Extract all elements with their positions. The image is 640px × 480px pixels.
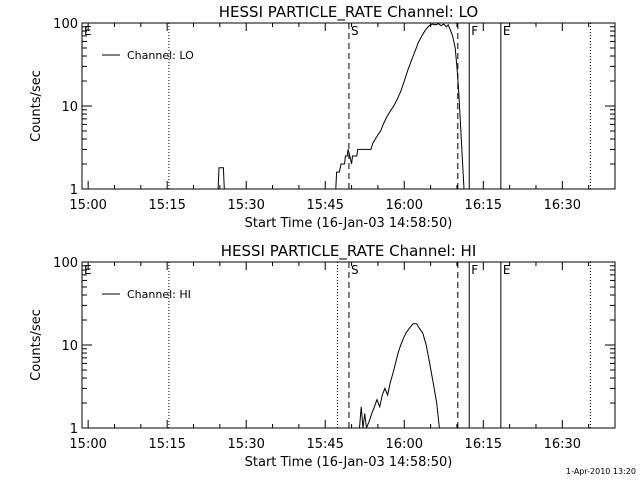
y-tick-label: 10 (61, 100, 78, 115)
x-tick-label: 15:00 (69, 198, 106, 213)
data-line (217, 167, 225, 190)
legend-entry: Channel: HI (127, 288, 191, 301)
time-marker-label: F (471, 24, 478, 38)
chart-panel-1: HESSI PARTICLE_RATE Channel: LO Counts/se… (29, 3, 616, 231)
x-tick-label: 16:00 (386, 198, 423, 213)
x-tick-label: 16:30 (544, 437, 581, 452)
x-tick-label: 16:30 (544, 198, 581, 213)
x-tick-label: 16:15 (465, 437, 502, 452)
x-axis-label: Start Time (16-Jan-03 14:58:50) (245, 455, 453, 470)
chart-title: HESSI PARTICLE_RATE Channel: HI (221, 242, 477, 261)
x-tick-label: 15:45 (306, 437, 343, 452)
x-tick-label: 15:00 (69, 437, 106, 452)
time-marker-label: S (351, 263, 359, 277)
time-marker-label: E (503, 24, 511, 38)
time-marker-label: E (503, 263, 511, 277)
data-line (359, 323, 440, 429)
legend-entry: Channel: LO (127, 49, 194, 62)
x-tick-label: 15:15 (148, 437, 185, 452)
y-tick-label: 10 (61, 339, 78, 354)
time-marker-label: F (471, 263, 478, 277)
time-marker-label: E (84, 263, 92, 277)
date-stamp: 1-Apr-2010 13:20 (566, 467, 636, 476)
y-tick-label: 1 (70, 422, 78, 437)
x-axis-label: Start Time (16-Jan-03 14:58:50) (245, 216, 453, 231)
time-marker-label: S (351, 24, 359, 38)
chart-title: HESSI PARTICLE_RATE Channel: LO (219, 3, 478, 22)
time-marker-label: E (84, 24, 92, 38)
x-tick-label: 15:45 (306, 198, 343, 213)
y-axis-label: Counts/sec (29, 309, 44, 381)
y-tick-label: 100 (53, 256, 78, 271)
x-tick-label: 16:15 (465, 198, 502, 213)
x-tick-label: 15:15 (148, 198, 185, 213)
y-axis-label: Counts/sec (29, 70, 44, 142)
y-tick-label: 100 (53, 17, 78, 32)
x-tick-label: 15:30 (227, 198, 264, 213)
x-tick-label: 16:00 (386, 437, 423, 452)
x-tick-label: 15:30 (227, 437, 264, 452)
chart-panel-2: HESSI PARTICLE_RATE Channel: HI Counts/se… (29, 242, 616, 470)
y-tick-label: 1 (70, 183, 78, 198)
data-line (335, 23, 465, 190)
